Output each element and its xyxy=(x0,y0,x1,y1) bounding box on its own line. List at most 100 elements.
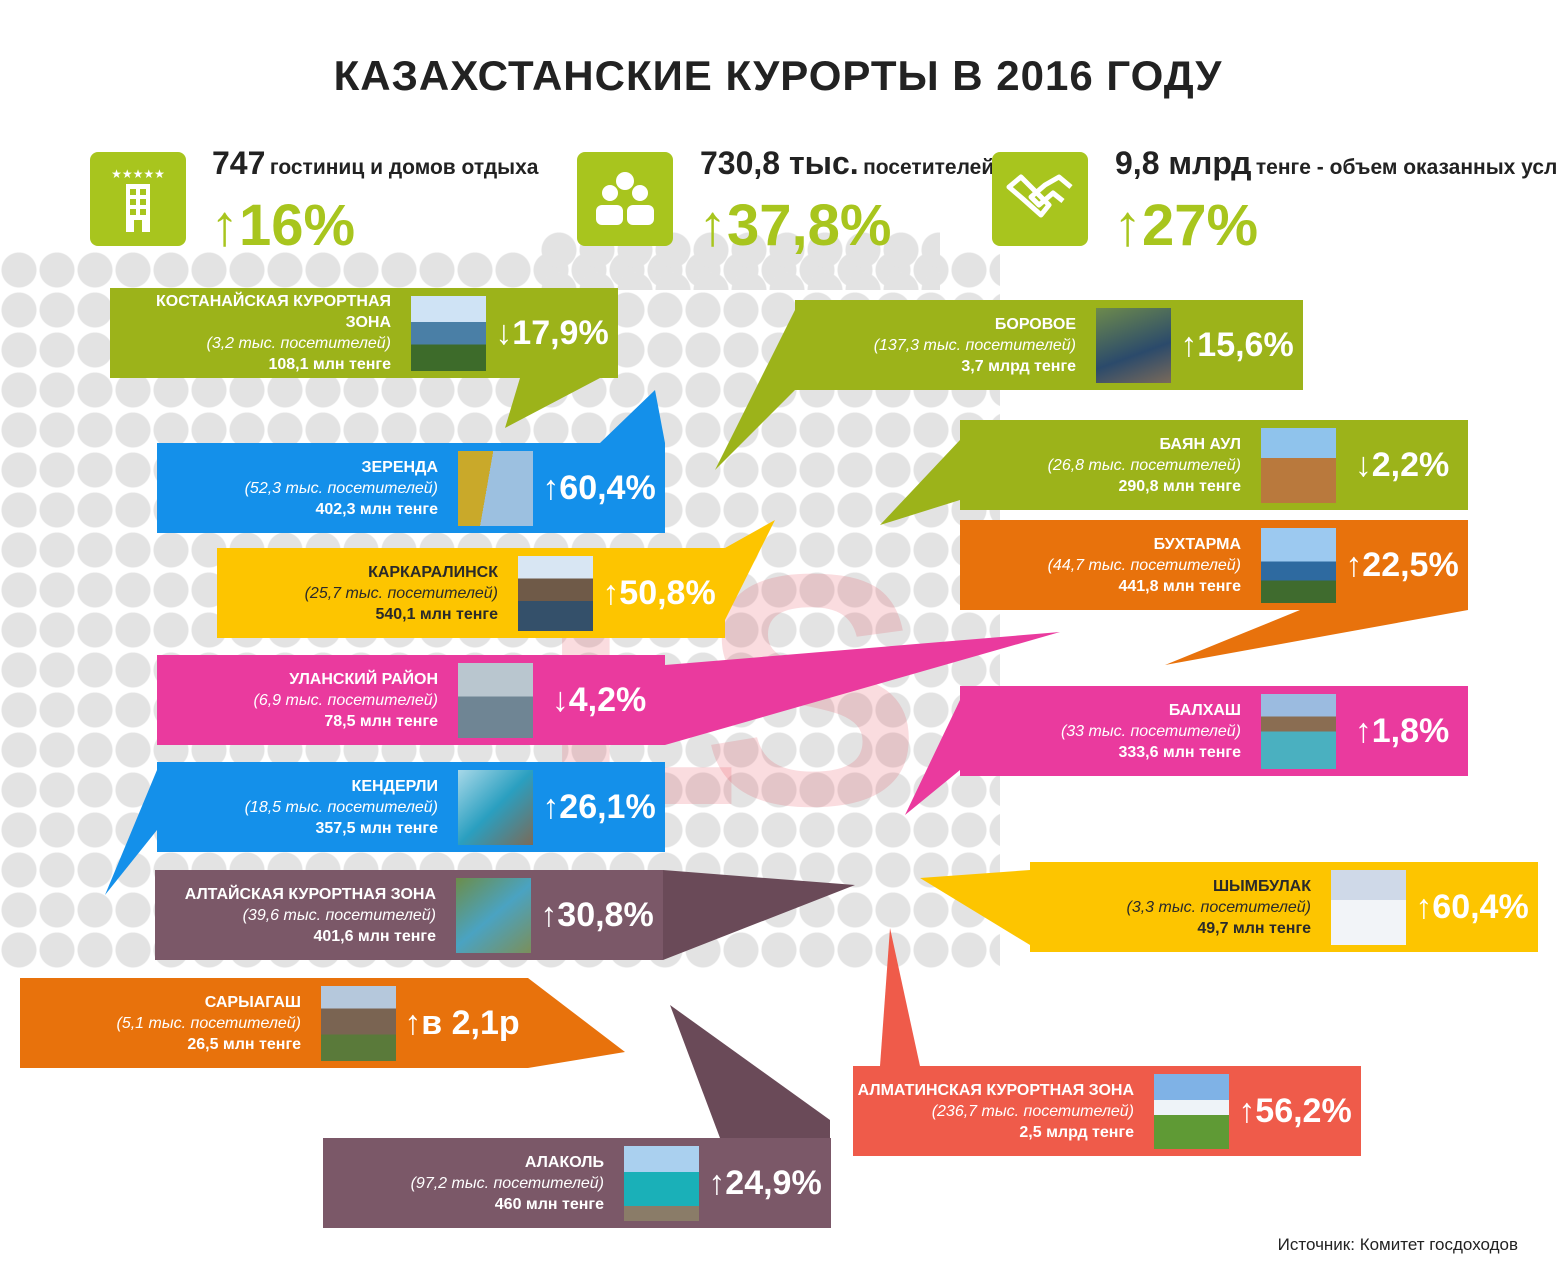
resort-visitors: (26,8 тыс. посетителей) xyxy=(1047,456,1241,474)
stat-services-change: ↑27% xyxy=(1113,193,1259,258)
resort-card: КОСТАНАЙСКАЯ КУРОРТНАЯ ЗОНА (3,2 тыс. по… xyxy=(110,288,618,378)
resort-change: ↑15,6% xyxy=(1180,325,1294,364)
stat-services: 9,8 млрд тенге - объем оказанных услуг xyxy=(1115,145,1556,181)
resort-revenue: 402,3 млн тенге xyxy=(315,500,438,518)
resort-visitors: (236,7 тыс. посетителей) xyxy=(931,1102,1134,1120)
hotel-icon: ★★★★★ xyxy=(90,152,186,246)
resort-card: КАРКАРАЛИНСК (25,7 тыс. посетителей) 540… xyxy=(217,548,725,638)
resort-change: ↑30,8% xyxy=(540,895,654,934)
resort-name: КЕНДЕРЛИ xyxy=(351,777,438,795)
resort-visitors: (6,9 тыс. посетителей) xyxy=(253,691,439,709)
resort-visitors: (33 тыс. посетителей) xyxy=(1060,722,1241,740)
resort-revenue: 441,8 млн тенге xyxy=(1118,577,1241,595)
resort-name: АЛАКОЛЬ xyxy=(524,1153,604,1171)
resort-name: УЛАНСКИЙ РАЙОН xyxy=(289,670,438,688)
resort-card: БАЯН АУЛ (26,8 тыс. посетителей) 290,8 м… xyxy=(960,420,1468,510)
resort-info: КАРКАРАЛИНСК (25,7 тыс. посетителей) 540… xyxy=(217,562,518,625)
resort-card: БУХТАРМА (44,7 тыс. посетителей) 441,8 м… xyxy=(960,520,1468,610)
resort-change: ↑60,4% xyxy=(542,468,656,507)
resort-info: ЗЕРЕНДА (52,3 тыс. посетителей) 402,3 мл… xyxy=(157,457,458,520)
resort-revenue: 540,1 млн тенге xyxy=(375,605,498,623)
stat-hotels-change: ↑16% xyxy=(210,193,356,258)
resort-visitors: (18,5 тыс. посетителей) xyxy=(244,798,438,816)
resort-card: АЛАКОЛЬ (97,2 тыс. посетителей) 460 млн … xyxy=(323,1138,831,1228)
resort-photo xyxy=(456,877,531,953)
resort-card: АЛТАЙСКАЯ КУРОРТНАЯ ЗОНА (39,6 тыс. посе… xyxy=(155,870,663,960)
resort-photo xyxy=(458,450,533,526)
resort-visitors: (97,2 тыс. посетителей) xyxy=(410,1174,604,1192)
resort-revenue: 401,6 млн тенге xyxy=(313,927,436,945)
resort-name: БАЯН АУЛ xyxy=(1159,435,1241,453)
resort-change: ↑60,4% xyxy=(1415,887,1529,926)
resort-photo xyxy=(1261,427,1336,503)
resort-photo xyxy=(458,662,533,738)
stat-visitors-change: ↑37,8% xyxy=(698,193,892,258)
resort-visitors: (39,6 тыс. посетителей) xyxy=(242,906,436,924)
resort-visitors: (52,3 тыс. посетителей) xyxy=(244,479,438,497)
resort-change: ↑22,5% xyxy=(1345,545,1459,584)
resort-photo xyxy=(1261,527,1336,603)
resort-card: АЛМАТИНСКАЯ КУРОРТНАЯ ЗОНА (236,7 тыс. п… xyxy=(853,1066,1361,1156)
resort-card: КЕНДЕРЛИ (18,5 тыс. посетителей) 357,5 м… xyxy=(157,762,665,852)
resort-name: БУХТАРМА xyxy=(1153,535,1241,553)
resort-info: ШЫМБУЛАК (3,3 тыс. посетителей) 49,7 млн… xyxy=(1030,876,1331,939)
resort-change: ↑24,9% xyxy=(708,1163,822,1202)
resort-change: ↑в 2,1р xyxy=(404,1003,520,1042)
resort-card: САРЫАГАШ (5,1 тыс. посетителей) 26,5 млн… xyxy=(20,978,528,1068)
resort-card: ЗЕРЕНДА (52,3 тыс. посетителей) 402,3 мл… xyxy=(157,443,665,533)
source-note: Источник: Комитет госдоходов xyxy=(1277,1235,1518,1254)
resort-name: БОРОВОЕ xyxy=(994,315,1076,333)
resort-name: САРЫАГАШ xyxy=(204,993,301,1011)
resort-name: АЛТАЙСКАЯ КУРОРТНАЯ ЗОНА xyxy=(184,885,436,903)
resort-revenue: 460 млн тенге xyxy=(494,1195,604,1213)
resort-revenue: 3,7 млрд тенге xyxy=(961,357,1076,375)
resort-info: БУХТАРМА (44,7 тыс. посетителей) 441,8 м… xyxy=(960,534,1261,597)
resort-card: БАЛХАШ (33 тыс. посетителей) 333,6 млн т… xyxy=(960,686,1468,776)
resort-change: ↑1,8% xyxy=(1354,711,1450,750)
resort-visitors: (3,2 тыс. посетителей) xyxy=(206,335,392,352)
resort-visitors: (137,3 тыс. посетителей) xyxy=(873,336,1076,354)
resort-name: КАРКАРАЛИНСК xyxy=(368,563,498,581)
resort-revenue: 290,8 млн тенге xyxy=(1118,477,1241,495)
resort-info: АЛТАЙСКАЯ КУРОРТНАЯ ЗОНА (39,6 тыс. посе… xyxy=(155,884,456,947)
resort-photo xyxy=(321,985,396,1061)
stat-visitors: 730,8 тыс. посетителей xyxy=(700,145,995,181)
resort-card: ШЫМБУЛАК (3,3 тыс. посетителей) 49,7 млн… xyxy=(1030,862,1538,952)
svg-text:★★★★★: ★★★★★ xyxy=(111,167,165,181)
resort-photo xyxy=(1261,693,1336,769)
resort-photo xyxy=(624,1145,699,1221)
resort-info: БАЛХАШ (33 тыс. посетителей) 333,6 млн т… xyxy=(960,700,1261,763)
resort-revenue: 357,5 млн тенге xyxy=(315,819,438,837)
resort-name: ШЫМБУЛАК xyxy=(1212,877,1311,895)
resort-card: БОРОВОЕ (137,3 тыс. посетителей) 3,7 млр… xyxy=(795,300,1303,390)
resort-change: ↑26,1% xyxy=(542,787,656,826)
resort-name: БАЛХАШ xyxy=(1168,701,1241,719)
resort-info: АЛМАТИНСКАЯ КУРОРТНАЯ ЗОНА (236,7 тыс. п… xyxy=(853,1080,1154,1143)
resort-photo xyxy=(1154,1073,1229,1149)
resort-change: ↓17,9% xyxy=(495,313,609,352)
resort-revenue: 78,5 млн тенге xyxy=(324,712,438,730)
resort-info: КОСТАНАЙСКАЯ КУРОРТНАЯ ЗОНА (3,2 тыс. по… xyxy=(110,291,411,375)
resort-photo xyxy=(411,295,486,371)
resort-name: ЗЕРЕНДА xyxy=(361,458,438,476)
resort-photo xyxy=(1096,307,1171,383)
resort-change: ↑50,8% xyxy=(602,573,716,612)
resort-info: КЕНДЕРЛИ (18,5 тыс. посетителей) 357,5 м… xyxy=(157,776,458,839)
resort-revenue: 26,5 млн тенге xyxy=(187,1035,301,1053)
resort-visitors: (44,7 тыс. посетителей) xyxy=(1047,556,1241,574)
resort-revenue: 333,6 млн тенге xyxy=(1118,743,1241,761)
resort-change: ↓2,2% xyxy=(1354,445,1450,484)
resort-change: ↑56,2% xyxy=(1238,1091,1352,1130)
handshake-icon xyxy=(992,152,1088,246)
resort-info: БАЯН АУЛ (26,8 тыс. посетителей) 290,8 м… xyxy=(960,434,1261,497)
resort-visitors: (5,1 тыс. посетителей) xyxy=(116,1014,302,1032)
resort-card: УЛАНСКИЙ РАЙОН (6,9 тыс. посетителей) 78… xyxy=(157,655,665,745)
resort-info: УЛАНСКИЙ РАЙОН (6,9 тыс. посетителей) 78… xyxy=(157,669,458,732)
resort-change: ↓4,2% xyxy=(551,680,647,719)
resort-revenue: 2,5 млрд тенге xyxy=(1019,1123,1134,1141)
resort-name: КОСТАНАЙСКАЯ КУРОРТНАЯ ЗОНА xyxy=(156,293,391,331)
resort-photo xyxy=(458,769,533,845)
people-icon xyxy=(577,152,673,246)
resort-info: БОРОВОЕ (137,3 тыс. посетителей) 3,7 млр… xyxy=(795,314,1096,377)
resort-visitors: (25,7 тыс. посетителей) xyxy=(304,584,498,602)
